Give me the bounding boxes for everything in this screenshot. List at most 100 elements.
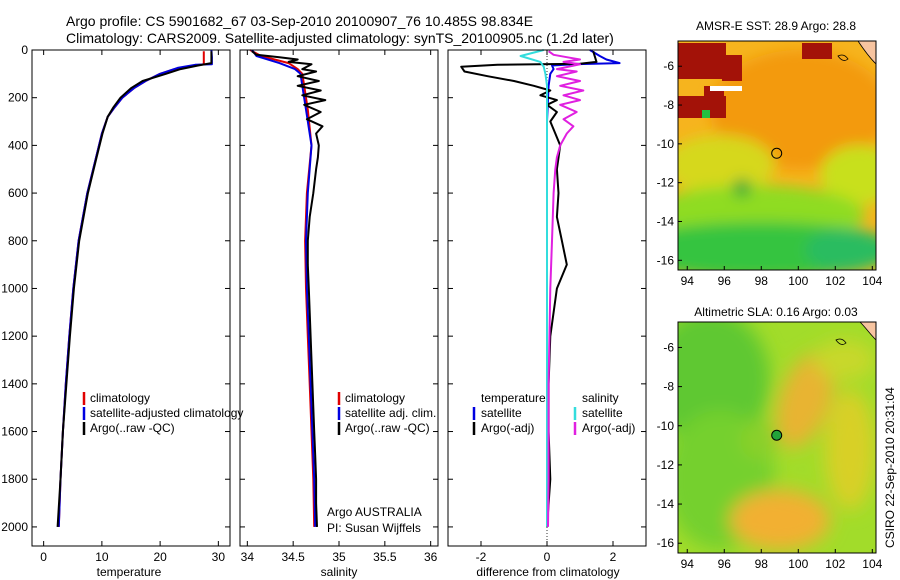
sst-map-frame: [677, 40, 877, 271]
depth-ytick-label: 1400: [1, 377, 28, 391]
sst-map-ytick-label: -14: [657, 214, 675, 228]
legend-label-salinity-satellite: satellite: [582, 406, 623, 420]
salinity-series-group: [249, 49, 327, 527]
salinity-series-argo-raw-qc: [251, 50, 327, 527]
sst-map-xtick-label: 96: [718, 274, 732, 288]
difference-series-salinity-argo-adj: [547, 50, 585, 527]
temperature-ticks: 0 10 20 30 0 200 400 600 800 1000 1200 1400 1600 1800…: [1, 43, 230, 564]
sla-map-xtick-label: 100: [788, 557, 808, 571]
sst-map-field: [678, 41, 876, 270]
salinity-xtick-label: 35: [332, 550, 346, 564]
sst-map-xtick-label: 102: [825, 274, 845, 288]
temperature-legend: climatology satellite-adjusted climatolo…: [82, 391, 243, 435]
sla-map-xtick-label: 104: [862, 557, 882, 571]
sst-map-xtick-label: 94: [681, 274, 695, 288]
salinity-xtick-label: 36: [424, 550, 438, 564]
difference-series-group: [460, 49, 621, 546]
difference-series-temperature-argo-adj: [460, 50, 598, 527]
depth-ytick-label: 200: [8, 91, 28, 105]
temperature-xlabel: temperature: [97, 565, 162, 579]
legend-label-argo: Argo(..raw -QC): [345, 421, 430, 435]
sla-map-xtick-label: 102: [825, 557, 845, 571]
temperature-series-group: [56, 49, 213, 527]
sst-map-xtick-label: 98: [755, 274, 769, 288]
sla-map-panel: Altimetric SLA: 0.16 Argo: 0.03 94 96 98 10…: [657, 305, 883, 571]
legend-label-satellite-adjusted: satellite-adjusted climatology: [90, 406, 243, 420]
data-provider-annotation: Argo AUSTRALIA: [327, 505, 422, 519]
temperature-xtick-label: 30: [212, 550, 226, 564]
legend-heading-temperature: temperature: [481, 391, 546, 405]
salinity-xtick-label: 35.5: [373, 550, 397, 564]
sla-map-xtick-label: 98: [755, 557, 769, 571]
difference-ticks: -2 0 2: [448, 49, 646, 564]
sla-map-xtick-label: 96: [718, 557, 732, 571]
sst-map-title: AMSR-E SST: 28.9 Argo: 28.8: [696, 19, 856, 33]
difference-xtick-label: -2: [476, 550, 487, 564]
sla-map-ytick-label: -12: [657, 458, 675, 472]
sst-map-overlay: 94 96 98 100 102 104 -6 -8 -10 -12 -14 -16: [657, 59, 883, 288]
difference-legend: temperature satellite Argo(-adj) salinit…: [472, 391, 635, 435]
temperature-xtick-label: 0: [40, 550, 47, 564]
credit-text: CSIRO 22-Sep-2010 20:31:04: [883, 387, 897, 548]
difference-series-salinity-satellite: [519, 49, 548, 527]
depth-ytick-label: 2000: [1, 520, 28, 534]
legend-label-satellite-adj: satellite adj. clim.: [345, 406, 436, 420]
temperature-series-satellite-adjusted-climatology: [57, 49, 213, 527]
legend-label-temperature-argo: Argo(-adj): [481, 421, 534, 435]
sst-map-ytick-label: -6: [663, 59, 674, 73]
temperature-xtick-label: 10: [95, 550, 109, 564]
temperature-plot-frame: [31, 49, 231, 547]
sla-map-argo-float-marker: [771, 429, 783, 441]
salinity-xlabel: salinity: [321, 565, 358, 579]
sst-map-ytick-label: -12: [657, 176, 675, 190]
header-line-1: Argo profile: CS 5901682_67 03-Sep-2010 …: [66, 13, 533, 29]
sst-map-argo-float-marker: [771, 147, 783, 159]
sla-map-ytick-label: -8: [663, 380, 674, 394]
sla-map-field: [678, 322, 876, 553]
temperature-panel: 0 10 20 30 0 200 400 600 800 1000 1200 1400 1600 1800…: [1, 43, 243, 579]
depth-ytick-label: 800: [8, 234, 28, 248]
principal-investigator-annotation: PI: Susan Wijffels: [327, 521, 421, 535]
depth-ytick-label: 1600: [1, 425, 28, 439]
salinity-xtick-label: 34.5: [281, 550, 305, 564]
sst-map-ytick-label: -8: [663, 98, 674, 112]
depth-ytick-label: 400: [8, 138, 28, 152]
salinity-series-climatology: [249, 49, 316, 527]
depth-ytick-label: 600: [8, 186, 28, 200]
salinity-ticks: 34 34.5 35 35.5 36: [240, 49, 438, 564]
depth-ytick-label: 1200: [1, 329, 28, 343]
salinity-series-satellite-adj-clim: [251, 49, 317, 527]
difference-xlabel: difference from climatology: [476, 565, 619, 579]
legend-label-temperature-satellite: satellite: [481, 406, 522, 420]
sla-map-frame: [677, 321, 877, 554]
legend-label-climatology: climatology: [90, 391, 150, 405]
sla-map-overlay: 94 96 98 100 102 104 -6 -8 -10 -12 -14 -16: [657, 340, 883, 571]
legend-label-argo: Argo(..raw -QC): [90, 421, 175, 435]
depth-ytick-label: 1000: [1, 281, 28, 295]
temperature-series-climatology: [57, 51, 205, 527]
sst-map-xtick-label: 100: [788, 274, 808, 288]
sla-map-title: Altimetric SLA: 0.16 Argo: 0.03: [694, 305, 858, 319]
temperature-xtick-label: 20: [153, 550, 167, 564]
sst-map-ytick-label: -10: [657, 137, 675, 151]
sla-map-ytick-label: -16: [657, 536, 675, 550]
sst-map-panel: AMSR-E SST: 28.9 Argo: 28.8 94 96 98: [657, 19, 883, 288]
salinity-legend: climatology satellite adj. clim. Argo(..…: [337, 391, 436, 435]
sst-map-ytick-label: -16: [657, 253, 675, 267]
temperature-series-argo-raw-qc: [56, 51, 213, 527]
depth-ytick-label: 0: [21, 43, 28, 57]
salinity-panel: 34 34.5 35 35.5 36 salinity climatology sate…: [239, 49, 439, 579]
legend-label-climatology: climatology: [345, 391, 405, 405]
legend-heading-salinity: salinity: [582, 391, 619, 405]
sla-map-ytick-label: -10: [657, 419, 675, 433]
depth-ytick-label: 1800: [1, 472, 28, 486]
header-line-2: Climatology: CARS2009. Satellite-adjuste…: [66, 30, 614, 46]
difference-xtick-label: 2: [610, 550, 617, 564]
difference-panel: -2 0 2 difference from climatology tempera…: [447, 49, 647, 579]
salinity-plot-frame: [239, 49, 439, 547]
salinity-xtick-label: 34: [241, 550, 255, 564]
sst-map-xtick-label: 104: [862, 274, 882, 288]
difference-xtick-label: 0: [544, 550, 551, 564]
sla-map-ytick-label: -14: [657, 497, 675, 511]
